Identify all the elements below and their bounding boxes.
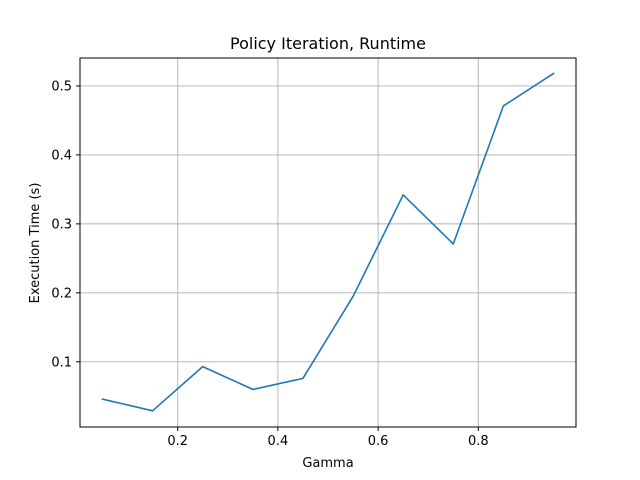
- runtime-series-line: [101, 72, 555, 412]
- y-tick-label: 0.2: [51, 286, 72, 301]
- x-tick-label: 0.4: [268, 434, 289, 449]
- series-layer: [101, 72, 555, 412]
- y-tick-label: 0.1: [51, 355, 72, 370]
- x-tick-label: 0.6: [368, 434, 389, 449]
- grid: [80, 58, 576, 427]
- y-tick-label: 0.3: [51, 217, 72, 232]
- chart-title: Policy Iteration, Runtime: [230, 34, 426, 53]
- plot-frame: [79, 57, 577, 428]
- y-axis-label: Execution Time (s): [28, 183, 43, 304]
- y-axis-ticks: 0.1 0.2 0.3 0.4 0.5: [51, 79, 80, 370]
- x-axis-ticks: 0.2 0.4 0.6 0.8: [167, 427, 489, 449]
- y-tick-label: 0.4: [51, 148, 72, 163]
- x-tick-label: 0.2: [167, 434, 188, 449]
- y-tick-label: 0.5: [51, 79, 72, 94]
- x-tick-label: 0.8: [468, 434, 489, 449]
- x-axis-label: Gamma: [302, 456, 353, 471]
